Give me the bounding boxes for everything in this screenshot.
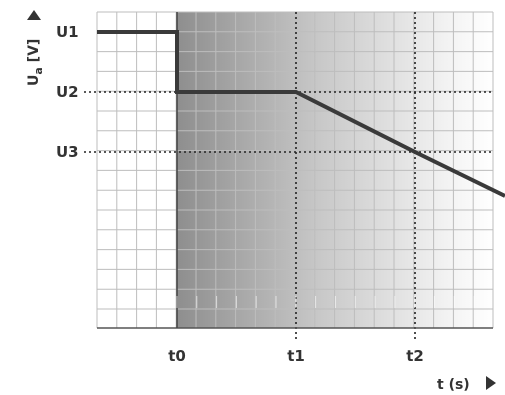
x-axis-label: t (s)	[437, 377, 470, 393]
y-tick-label-u3: U3	[56, 143, 79, 161]
x-tick-label-t0: t0	[168, 347, 186, 365]
y-tick-label-u1: U1	[56, 23, 79, 41]
series-line-0	[97, 30, 505, 198]
y-tick-label-u2: U2	[56, 83, 79, 101]
x-tick-label-t1: t1	[287, 347, 305, 365]
y-axis-arrow-icon	[27, 10, 41, 20]
x-tick-label-t2: t2	[406, 347, 424, 365]
y-axis-label: Ua [V]	[26, 39, 45, 86]
x-axis-arrow-icon	[486, 376, 496, 390]
